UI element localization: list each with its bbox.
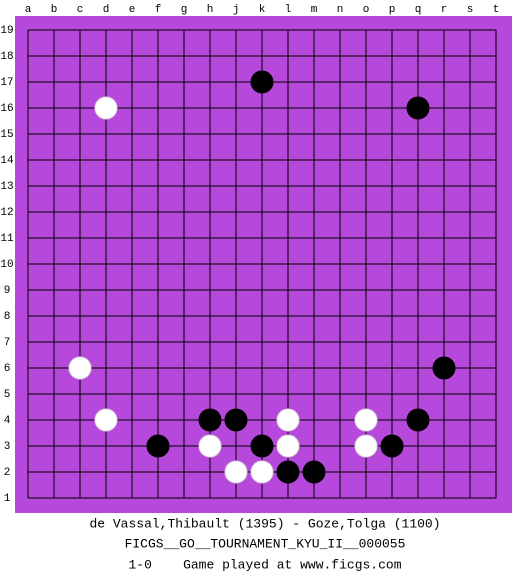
row-label: 5 bbox=[4, 389, 11, 401]
column-label: h bbox=[207, 4, 214, 16]
white-stone bbox=[354, 434, 378, 458]
row-label: 19 bbox=[0, 25, 13, 37]
row-label: 7 bbox=[4, 337, 11, 349]
column-label: j bbox=[233, 4, 240, 16]
row-label: 8 bbox=[4, 311, 11, 323]
white-stone bbox=[354, 408, 378, 432]
column-label: s bbox=[467, 4, 474, 16]
column-label: m bbox=[311, 4, 318, 16]
row-label: 6 bbox=[4, 363, 11, 375]
column-label: b bbox=[51, 4, 58, 16]
black-stone bbox=[224, 408, 248, 432]
white-stone bbox=[94, 96, 118, 120]
row-label: 18 bbox=[0, 51, 13, 63]
row-label: 14 bbox=[0, 155, 14, 167]
black-stone bbox=[406, 96, 430, 120]
event: FICGS__GO__TOURNAMENT_KYU_II__000055 bbox=[125, 536, 406, 551]
black-stone bbox=[146, 434, 170, 458]
row-label: 16 bbox=[0, 103, 13, 115]
column-label: n bbox=[337, 4, 344, 16]
row-label: 4 bbox=[4, 415, 11, 427]
players: de Vassal,Thibault (1395) - Goze,Tolga (… bbox=[89, 516, 440, 531]
column-label: k bbox=[259, 4, 266, 16]
white-stone bbox=[250, 460, 274, 484]
column-label: r bbox=[441, 4, 448, 16]
row-label: 2 bbox=[4, 467, 11, 479]
column-label: c bbox=[77, 4, 84, 16]
row-label: 15 bbox=[0, 129, 13, 141]
column-label: l bbox=[285, 4, 292, 16]
white-stone bbox=[198, 434, 222, 458]
row-label: 10 bbox=[0, 259, 13, 271]
row-label: 3 bbox=[4, 441, 11, 453]
black-stone bbox=[198, 408, 222, 432]
column-label: t bbox=[493, 4, 500, 16]
column-label: e bbox=[129, 4, 136, 16]
row-label: 12 bbox=[0, 207, 13, 219]
black-stone bbox=[276, 460, 300, 484]
black-stone bbox=[250, 434, 274, 458]
white-stone bbox=[94, 408, 118, 432]
column-label: g bbox=[181, 4, 188, 16]
row-label: 13 bbox=[0, 181, 13, 193]
white-stone bbox=[276, 434, 300, 458]
column-label: a bbox=[25, 4, 32, 16]
row-label: 11 bbox=[0, 233, 14, 245]
row-label: 17 bbox=[0, 77, 13, 89]
black-stone bbox=[432, 356, 456, 380]
column-label: d bbox=[103, 4, 110, 16]
row-label: 1 bbox=[4, 493, 11, 505]
black-stone bbox=[380, 434, 404, 458]
column-label: o bbox=[363, 4, 370, 16]
column-label: q bbox=[415, 4, 422, 16]
column-label: p bbox=[389, 4, 396, 16]
black-stone bbox=[250, 70, 274, 94]
result: 1-0 Game played at www.ficgs.com bbox=[128, 557, 401, 572]
black-stone bbox=[406, 408, 430, 432]
column-label: f bbox=[155, 4, 162, 16]
black-stone bbox=[302, 460, 326, 484]
white-stone bbox=[276, 408, 300, 432]
row-label: 9 bbox=[4, 285, 11, 297]
white-stone bbox=[224, 460, 248, 484]
white-stone bbox=[68, 356, 92, 380]
